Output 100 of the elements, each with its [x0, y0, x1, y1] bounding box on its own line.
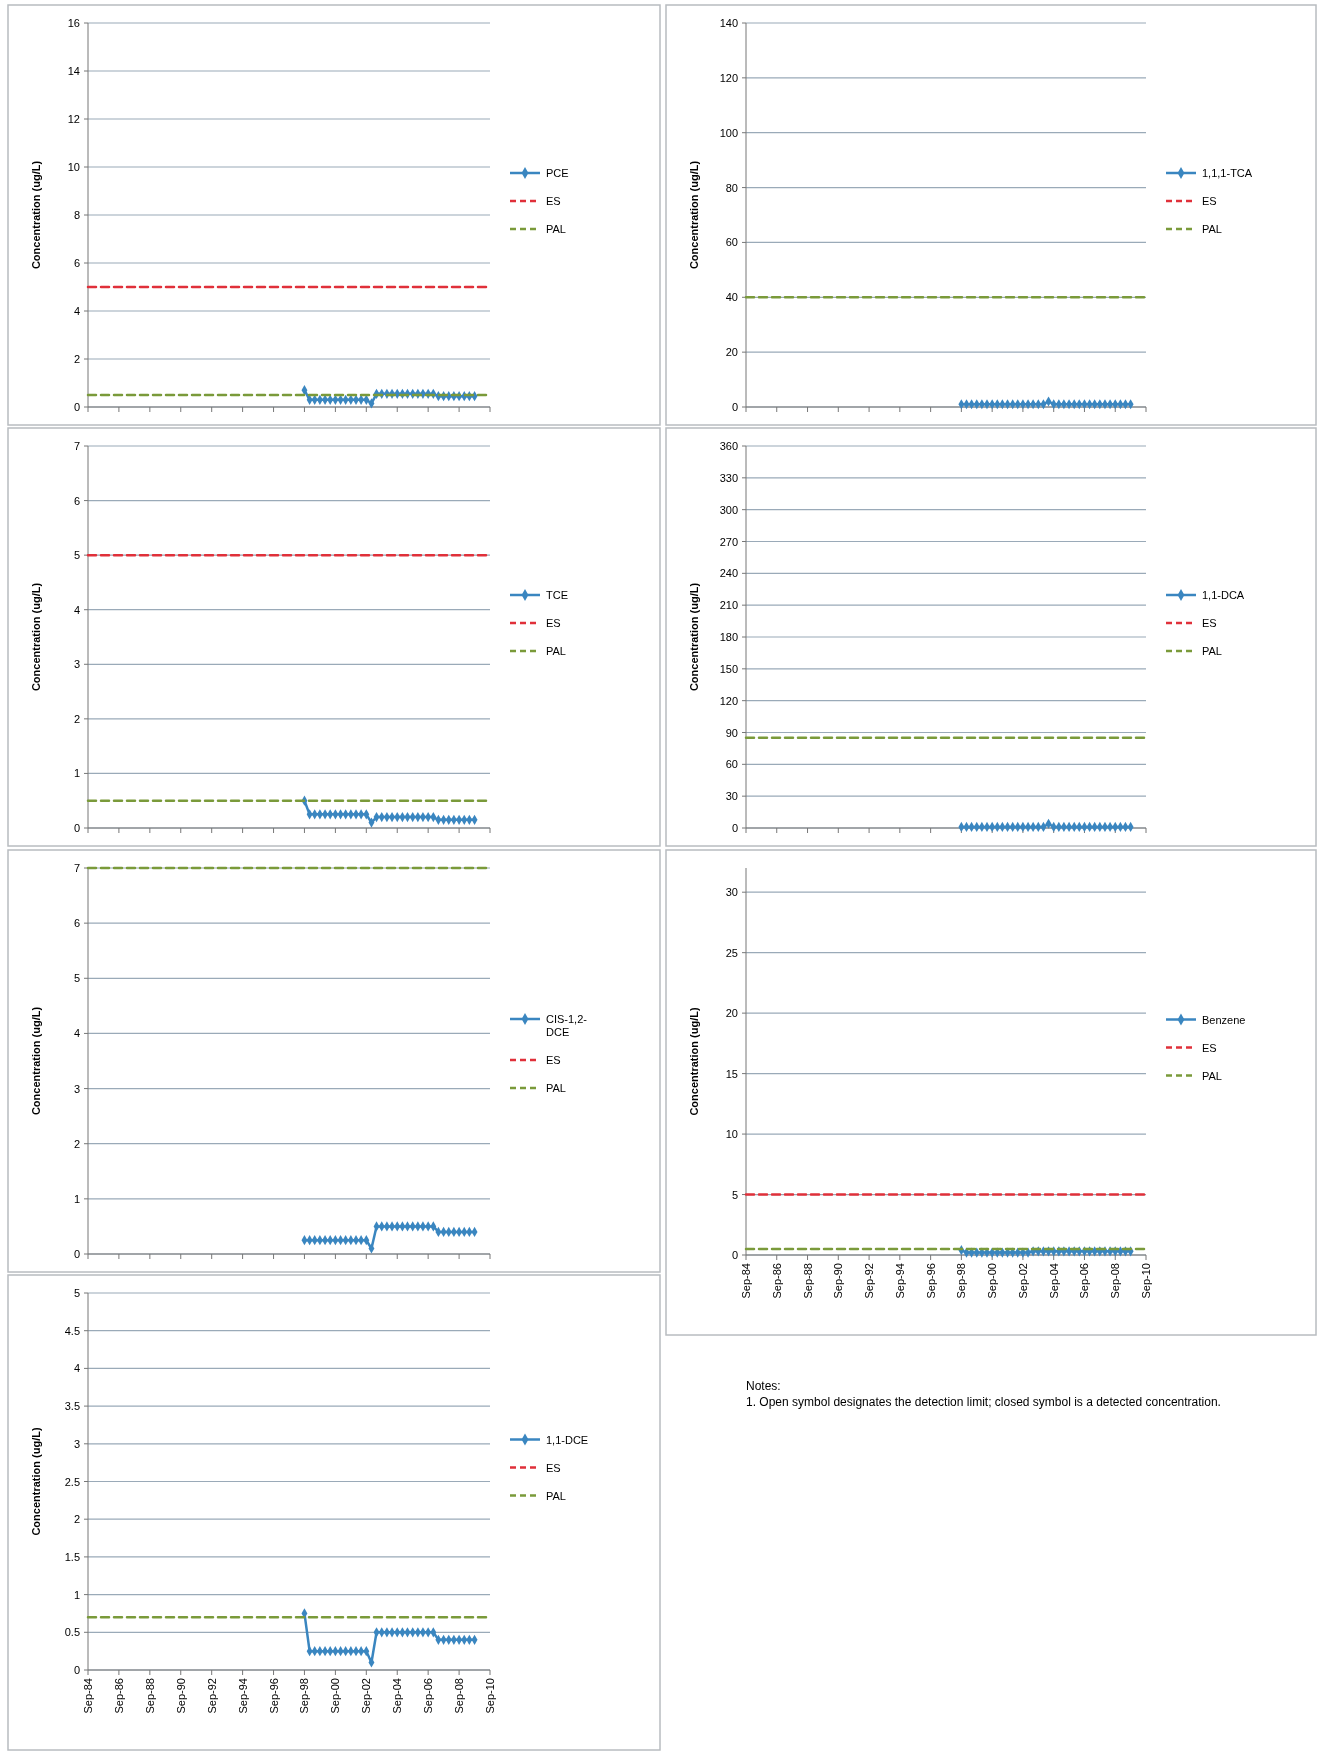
legend-label: ES [546, 1054, 561, 1066]
y-tick-label: 5 [73, 549, 80, 562]
text: 1. Open symbol designates the detection limit; closed symbol is a detected concentration. [746, 1395, 1221, 1409]
y-tick-label: 100 [719, 126, 738, 139]
y-tick-label: 20 [725, 346, 738, 359]
y-tick-label: 3 [73, 658, 80, 671]
x-tick-label: Sep-10 [484, 1678, 496, 1714]
y-axis-title: Concentration (ug/L) [30, 1427, 42, 1536]
x-tick-label: Sep-02 [1016, 1263, 1029, 1299]
x-tick-label: Sep-96 [924, 1263, 937, 1299]
legend-label: CIS-1,2-DCE [546, 1013, 588, 1038]
legend-label: ES [546, 617, 561, 629]
y-tick-label: 120 [719, 71, 738, 84]
legend-label: PAL [546, 645, 566, 657]
y-tick-label: 0 [731, 401, 738, 413]
y-axis-title: Concentration (ug/L) [688, 160, 700, 270]
y-tick-label: 270 [719, 535, 738, 548]
y-tick-label: 5 [73, 972, 80, 985]
x-tick-label: Sep-88 [143, 1678, 156, 1714]
y-tick-label: 4.5 [64, 1324, 80, 1337]
y-axis-title: Concentration (ug/L) [30, 1006, 42, 1116]
legend-label: ES [1202, 1041, 1217, 1054]
y-axis-title: Concentration (ug/L) [30, 582, 42, 692]
y-tick-label: 2 [73, 712, 80, 725]
legend-label: 1,1-DCE [546, 1433, 589, 1446]
y-tick-label: 120 [719, 694, 738, 707]
y-tick-label: 40 [725, 291, 738, 304]
y-tick-label: 3.5 [64, 1400, 80, 1413]
y-tick-label: 8 [73, 209, 80, 221]
y-tick-label: 2 [73, 1137, 80, 1150]
y-tick-label: 25 [725, 946, 738, 959]
y-tick-label: 7 [73, 862, 80, 874]
y-tick-label: 6 [73, 917, 80, 930]
y-tick-label: 4 [73, 1027, 80, 1040]
y-tick-label: 1 [73, 1588, 80, 1601]
y-tick-label: 140 [719, 17, 738, 29]
x-tick-label: Sep-04 [1047, 1263, 1060, 1299]
y-tick-label: 10 [67, 161, 80, 173]
legend-label: ES [546, 1461, 561, 1474]
x-tick-label: Sep-08 [453, 1678, 466, 1714]
y-tick-label: 240 [719, 567, 738, 580]
x-tick-label: Sep-84 [740, 1263, 752, 1299]
y-tick-label: 10 [725, 1128, 738, 1141]
y-tick-label: 1 [73, 1192, 80, 1205]
y-tick-label: 0 [73, 1664, 80, 1676]
x-tick-label: Sep-00 [986, 1263, 999, 1299]
x-tick-label: Sep-94 [893, 1263, 906, 1299]
legend-label: PAL [1202, 223, 1222, 235]
y-tick-label: 16 [67, 17, 80, 29]
x-tick-label: Sep-92 [863, 1263, 876, 1299]
x-tick-label: Sep-06 [422, 1678, 435, 1714]
y-tick-label: 2 [73, 353, 80, 365]
y-tick-label: 6 [73, 494, 80, 507]
y-tick-label: 6 [73, 257, 80, 269]
x-tick-label: Sep-94 [236, 1678, 249, 1714]
legend-label: PAL [1202, 645, 1222, 657]
x-tick-label: Sep-98 [298, 1678, 311, 1714]
legend-label: ES [546, 195, 561, 207]
y-tick-label: 150 [719, 662, 738, 675]
y-tick-label: 0 [73, 401, 80, 413]
y-tick-label: 300 [719, 503, 738, 516]
legend-label: PAL [546, 223, 566, 235]
y-tick-label: 90 [725, 726, 738, 739]
y-tick-label: 12 [67, 113, 80, 125]
x-tick-label: Sep-90 [832, 1263, 845, 1299]
x-tick-label: Sep-88 [801, 1263, 814, 1299]
x-tick-label: Sep-84 [82, 1678, 94, 1714]
y-tick-label: 0 [731, 822, 738, 834]
x-tick-label: Sep-90 [174, 1678, 187, 1714]
y-axis-title: Concentration (ug/L) [688, 582, 700, 692]
x-tick-label: Sep-86 [112, 1678, 125, 1714]
y-tick-label: 0 [73, 822, 80, 834]
x-tick-label: Sep-00 [329, 1678, 342, 1714]
x-tick-label: Sep-96 [267, 1678, 280, 1714]
y-tick-label: 0 [731, 1249, 738, 1261]
x-tick-label: Sep-98 [955, 1263, 968, 1299]
y-tick-label: 2.5 [64, 1475, 80, 1488]
y-axis-title: Concentration (ug/L) [30, 160, 42, 270]
y-tick-label: 1.5 [64, 1550, 80, 1563]
y-tick-label: 330 [719, 471, 738, 484]
y-tick-label: 4 [73, 603, 80, 616]
y-tick-label: 30 [725, 790, 738, 803]
legend-label: Benzene [1202, 1013, 1246, 1026]
y-tick-label: 0.5 [64, 1626, 80, 1639]
x-tick-label: Sep-04 [391, 1678, 404, 1714]
x-tick-label: Sep-92 [205, 1678, 218, 1714]
y-tick-label: 80 [725, 181, 738, 194]
legend-label: PAL [1202, 1069, 1222, 1082]
legend-label: 1,1-DCA [1202, 589, 1245, 601]
legend-label: ES [1202, 195, 1217, 207]
y-tick-label: 4 [73, 305, 80, 317]
legend-label: PAL [546, 1082, 566, 1094]
x-tick-label: Sep-10 [1140, 1263, 1152, 1299]
y-tick-label: 30 [725, 886, 738, 899]
legend-label: PAL [546, 1489, 566, 1502]
y-tick-label: 3 [73, 1437, 80, 1450]
y-tick-label: 210 [719, 599, 738, 612]
y-tick-label: 0 [73, 1248, 80, 1260]
legend-label: 1,1,1-TCA [1202, 167, 1253, 179]
x-tick-label: Sep-06 [1078, 1263, 1091, 1299]
